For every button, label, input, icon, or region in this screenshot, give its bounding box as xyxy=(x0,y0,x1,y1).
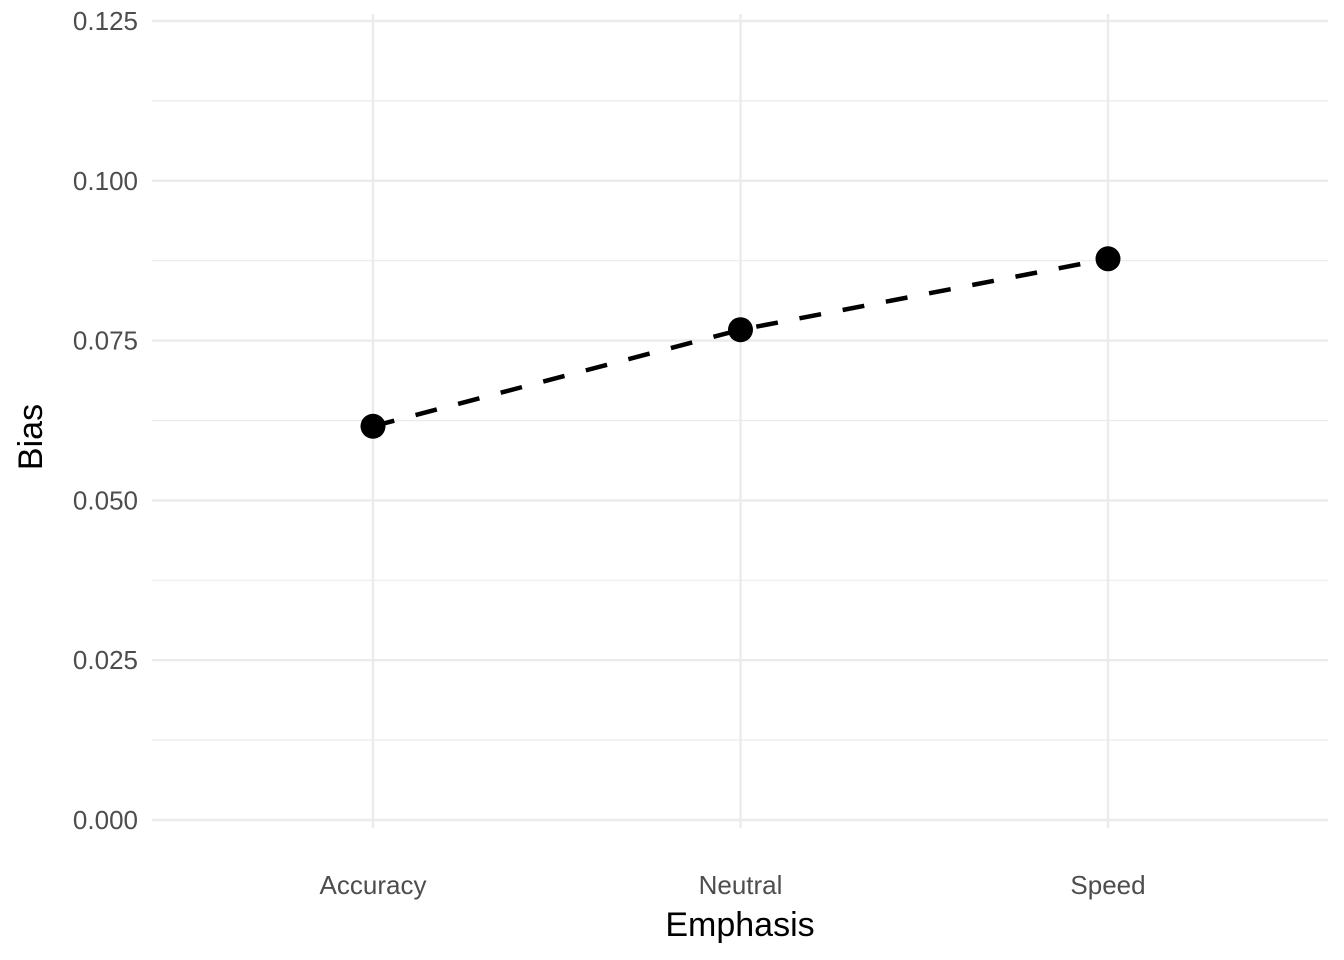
y-tick-label: 0.100 xyxy=(73,166,138,196)
y-tick-label: 0.075 xyxy=(73,326,138,356)
series xyxy=(360,246,1121,439)
y-tick-label: 0.125 xyxy=(73,6,138,36)
data-point xyxy=(360,413,386,439)
data-point xyxy=(728,317,753,343)
y-axis-title: Bias xyxy=(12,404,50,470)
y-axis-ticks: 0.000 0.025 0.050 0.075 0.100 0.125 xyxy=(73,6,138,835)
y-tick-label: 0.050 xyxy=(73,485,138,515)
y-tick-label: 0.000 xyxy=(73,805,138,835)
x-axis-title: Emphasis xyxy=(665,906,814,944)
data-point xyxy=(1095,246,1121,272)
x-tick-label: Speed xyxy=(1070,870,1145,900)
series-line xyxy=(372,256,1109,429)
x-tick-label: Accuracy xyxy=(320,870,427,900)
x-tick-label: Neutral xyxy=(699,870,783,900)
y-tick-label: 0.025 xyxy=(73,645,138,675)
x-axis-ticks: Accuracy Neutral Speed xyxy=(320,870,1146,900)
grid xyxy=(152,14,1328,828)
